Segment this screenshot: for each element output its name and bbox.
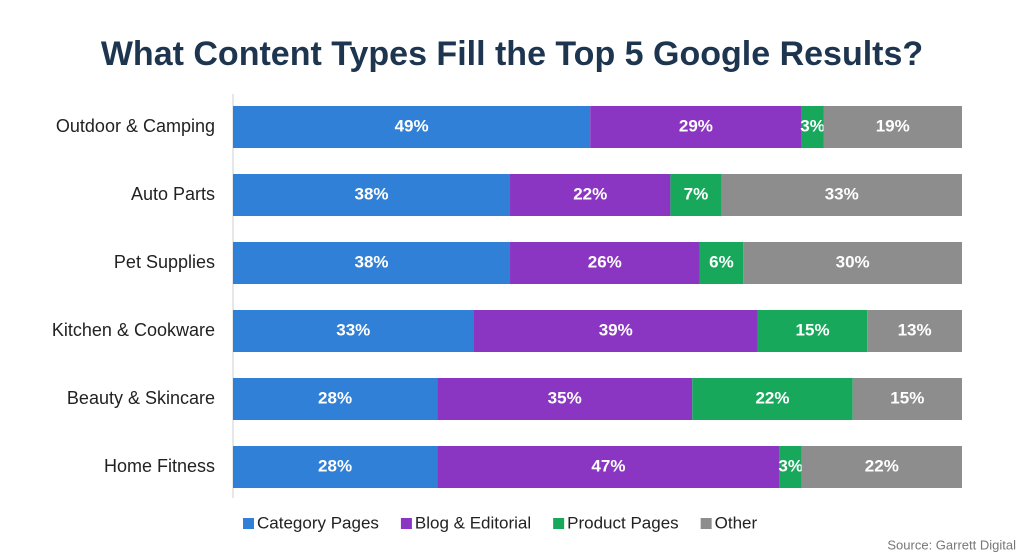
data-label: 22% bbox=[755, 388, 789, 407]
bar-segment bbox=[699, 242, 744, 284]
data-label: 29% bbox=[679, 116, 713, 135]
bar-segment bbox=[670, 174, 722, 216]
bar-segment bbox=[590, 106, 802, 148]
data-label: 15% bbox=[796, 320, 830, 339]
data-label: 49% bbox=[395, 116, 429, 135]
data-label: 6% bbox=[709, 252, 734, 271]
data-label: 3% bbox=[778, 456, 803, 475]
legend-label: Blog & Editorial bbox=[415, 513, 531, 532]
bar-segment bbox=[437, 446, 780, 488]
category-label: Pet Supplies bbox=[114, 252, 215, 272]
bar-segment bbox=[743, 242, 962, 284]
legend-swatch bbox=[553, 518, 565, 529]
data-label: 38% bbox=[354, 252, 388, 271]
bar-segment bbox=[233, 446, 438, 488]
legend-label: Category Pages bbox=[257, 513, 379, 532]
data-label: 39% bbox=[599, 320, 633, 339]
data-label: 35% bbox=[548, 388, 582, 407]
data-label: 28% bbox=[318, 388, 352, 407]
bar-segment bbox=[233, 378, 438, 420]
data-label: 22% bbox=[573, 184, 607, 203]
bar-segment bbox=[692, 378, 853, 420]
data-label: 33% bbox=[336, 320, 370, 339]
data-label: 33% bbox=[825, 184, 859, 203]
bar-segment bbox=[233, 174, 511, 216]
category-label: Kitchen & Cookware bbox=[52, 320, 215, 340]
bar-segment bbox=[510, 242, 700, 284]
category-label: Beauty & Skincare bbox=[67, 388, 215, 408]
bar-segment bbox=[233, 106, 591, 148]
legend-label: Other bbox=[715, 513, 758, 532]
bar-segment bbox=[801, 446, 962, 488]
data-label: 30% bbox=[836, 252, 870, 271]
category-label: Home Fitness bbox=[104, 456, 215, 476]
data-label: 26% bbox=[588, 252, 622, 271]
bar-segment bbox=[801, 106, 824, 148]
data-label: 38% bbox=[354, 184, 388, 203]
data-label: 7% bbox=[684, 184, 709, 203]
legend-swatch bbox=[400, 518, 412, 529]
data-label: 15% bbox=[890, 388, 924, 407]
chart-title: What Content Types Fill the Top 5 Google… bbox=[101, 35, 923, 73]
bar-segment bbox=[233, 242, 511, 284]
data-label: 13% bbox=[898, 320, 932, 339]
bar-segment bbox=[233, 310, 474, 352]
data-label: 28% bbox=[318, 456, 352, 475]
bar-segment bbox=[510, 174, 671, 216]
source-note: Source: Garrett Digital bbox=[887, 537, 1016, 552]
legend-swatch bbox=[243, 518, 254, 529]
data-label: 3% bbox=[800, 116, 825, 135]
bar-segment bbox=[757, 310, 868, 352]
legend-swatch bbox=[700, 518, 712, 529]
bar-segment bbox=[852, 378, 962, 420]
data-label: 22% bbox=[865, 456, 899, 475]
category-label: Auto Parts bbox=[131, 184, 215, 204]
data-label: 19% bbox=[876, 116, 910, 135]
bar-segment bbox=[721, 174, 962, 216]
bar-segment bbox=[823, 106, 962, 148]
bar-segment bbox=[867, 310, 962, 352]
bar-segment bbox=[779, 446, 802, 488]
data-label: 47% bbox=[591, 456, 625, 475]
bar-segment bbox=[473, 310, 758, 352]
bar-segment bbox=[437, 378, 693, 420]
category-label: Outdoor & Camping bbox=[56, 116, 215, 136]
legend-label: Product Pages bbox=[567, 513, 679, 532]
